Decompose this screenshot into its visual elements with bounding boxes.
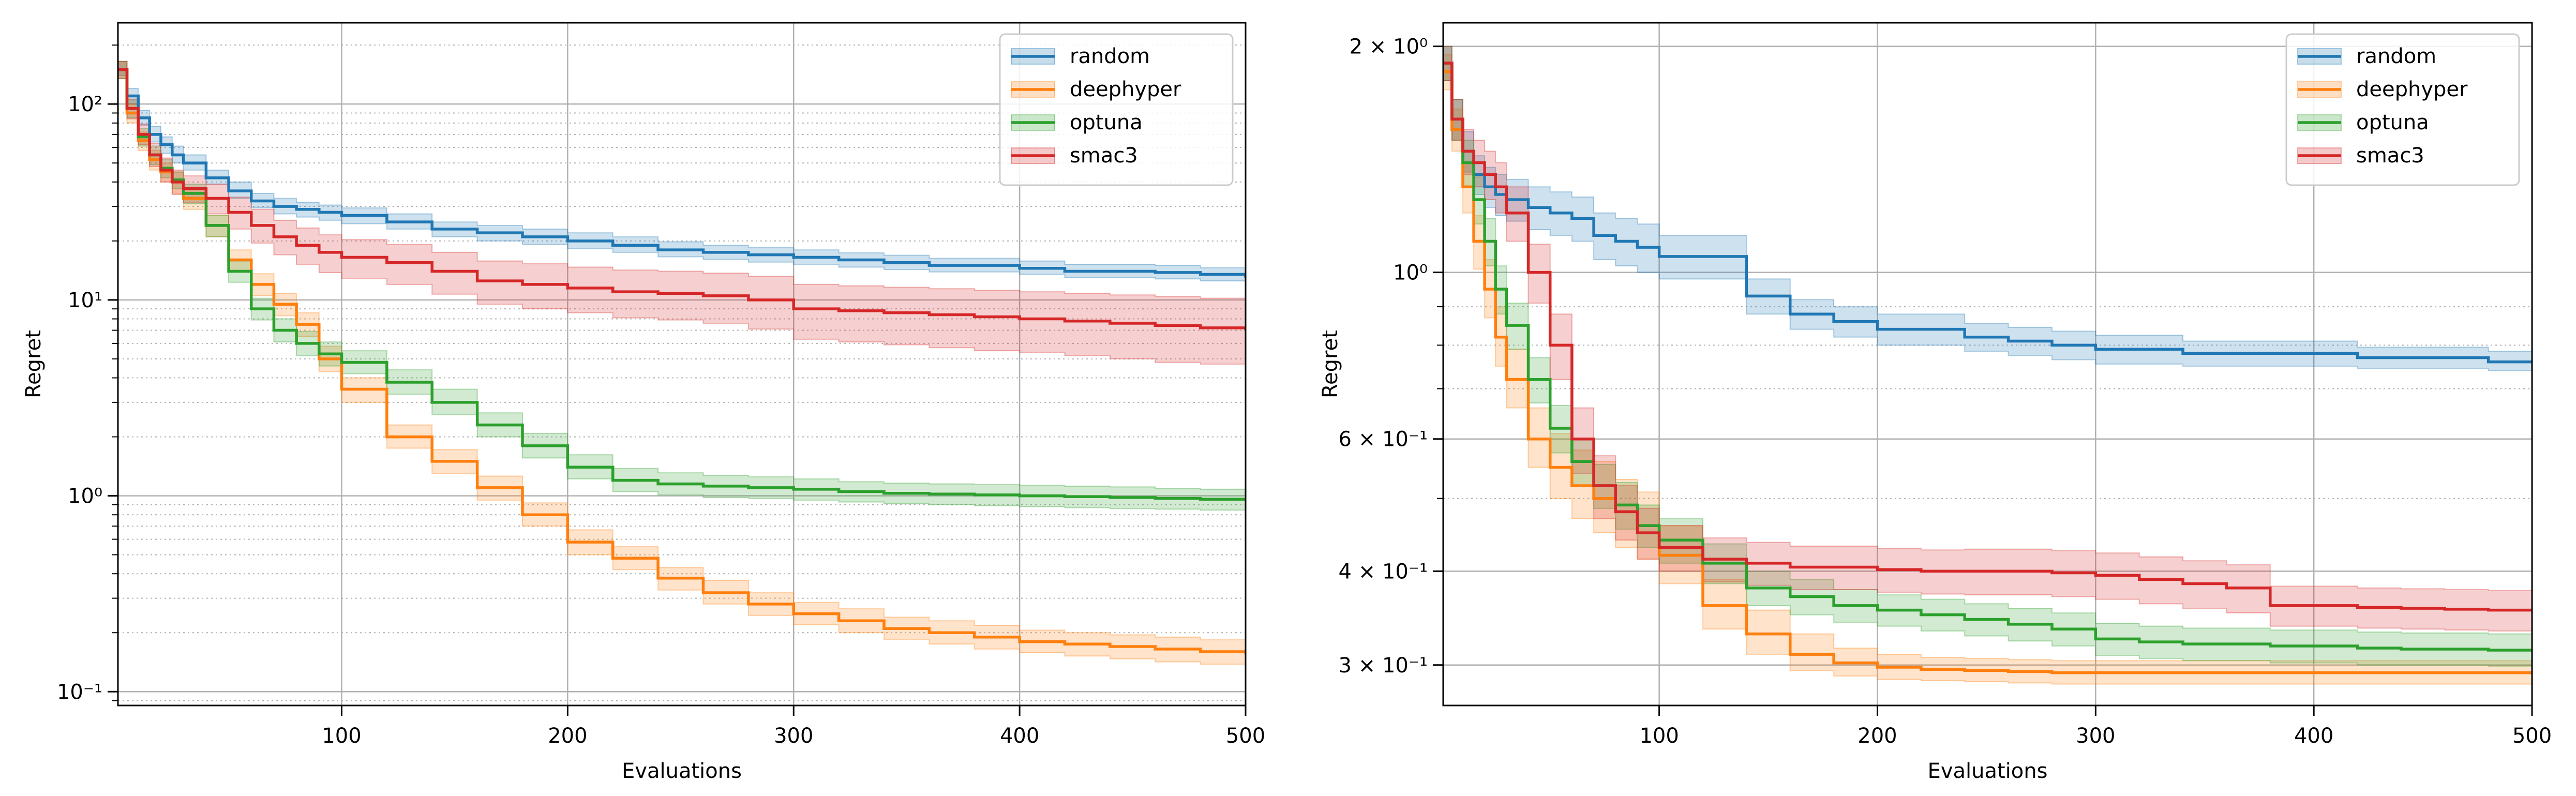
line-deephyper <box>1443 70 2532 674</box>
x-tick-label: 500 <box>1226 724 1265 748</box>
band-smac3 <box>1443 46 2532 632</box>
x-tick-label: 400 <box>1000 724 1039 748</box>
x-tick-label: 500 <box>2512 724 2552 748</box>
x-axis-label: Evaluations <box>1928 759 2048 783</box>
legend-label-optuna: optuna <box>1070 111 1143 134</box>
line-smac3 <box>118 68 1246 331</box>
x-tick-label: 100 <box>1639 724 1679 748</box>
minor-gridlines <box>112 44 1246 701</box>
x-tick-label: 300 <box>2076 724 2115 748</box>
y-axis: 10⁻¹ 10⁰ 10¹ 10² <box>57 93 118 704</box>
line-smac3 <box>1443 62 2532 612</box>
legend-label-smac3: smac3 <box>2356 144 2424 168</box>
legend-label-deephyper: deephyper <box>2356 78 2468 101</box>
legend-label-optuna: optuna <box>2356 111 2429 134</box>
y-tick-label: 10⁰ <box>1393 261 1428 285</box>
y-tick-label: 2 × 10⁰ <box>1350 35 1428 59</box>
regret-chart-right: 3 × 10⁻¹ 4 × 10⁻¹ 6 × 10⁻¹ 10⁰ 2 × 10⁰ 100 200… <box>1319 22 2552 783</box>
y-tick-label: 6 × 10⁻¹ <box>1339 428 1428 452</box>
band-optuna <box>1443 46 2532 667</box>
legend-label-random: random <box>2356 44 2436 68</box>
legend-label-smac3: smac3 <box>1070 144 1138 168</box>
y-axis-label: Regret <box>1319 330 1342 398</box>
band-deephyper <box>1443 54 2532 685</box>
series-lines <box>118 68 1246 655</box>
x-tick-label: 200 <box>548 724 587 748</box>
major-gridlines <box>1443 23 2533 705</box>
x-tick-label: 100 <box>322 724 361 748</box>
band-smac3 <box>118 61 1246 368</box>
y-tick-label: 10² <box>68 93 102 116</box>
line-random <box>1443 62 2532 364</box>
y-tick-label: 10⁰ <box>68 485 102 508</box>
band-random <box>1443 46 2532 371</box>
legend: random deephyper optuna smac3 <box>999 33 1234 186</box>
line-optuna <box>1443 62 2532 652</box>
band-random <box>118 61 1246 284</box>
plot-frame <box>1442 22 2533 707</box>
legend-label-random: random <box>1070 44 1150 68</box>
confidence-bands <box>1443 46 2532 685</box>
y-axis: 3 × 10⁻¹ 4 × 10⁻¹ 6 × 10⁻¹ 10⁰ 2 × 10⁰ <box>1339 35 1443 678</box>
legend-label-deephyper: deephyper <box>1070 78 1181 101</box>
legend-box <box>2285 33 2520 186</box>
x-tick-label: 400 <box>2294 724 2333 748</box>
x-axis-label: Evaluations <box>622 759 742 783</box>
x-tick-label: 300 <box>774 724 813 748</box>
line-optuna <box>118 68 1246 501</box>
x-axis: 100 200 300 400 500 <box>1639 705 2552 748</box>
x-tick-label: 200 <box>1858 724 1897 748</box>
y-tick-label: 10⁻¹ <box>57 680 102 704</box>
band-optuna <box>118 61 1246 511</box>
line-random <box>118 68 1246 278</box>
x-axis: 100 200 300 400 500 <box>322 705 1265 748</box>
series-lines <box>1443 62 2532 674</box>
y-tick-label: 3 × 10⁻¹ <box>1339 654 1428 678</box>
legend-box <box>999 33 1234 186</box>
y-tick-label: 4 × 10⁻¹ <box>1339 560 1428 583</box>
y-axis-label: Regret <box>22 330 46 398</box>
minor-gridlines <box>1437 306 2532 499</box>
y-tick-label: 10¹ <box>68 289 102 312</box>
plot-frame <box>117 22 1247 707</box>
legend: random deephyper optuna smac3 <box>2285 33 2520 186</box>
regret-chart-left: 10⁻¹ 10⁰ 10¹ 10² 100 200 300 400 500 Evaluations R… <box>22 22 1265 783</box>
